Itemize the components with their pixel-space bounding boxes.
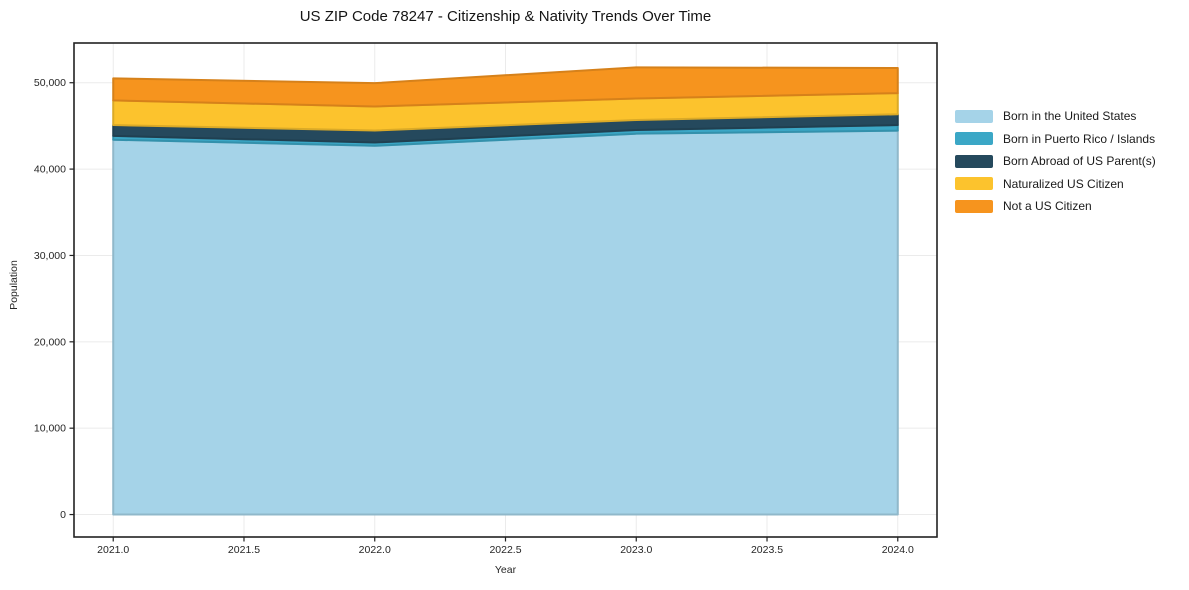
y-tick-label: 50,000 xyxy=(34,77,66,89)
legend-item: Born in Puerto Rico / Islands xyxy=(955,128,1156,151)
y-tick-label: 10,000 xyxy=(34,423,66,435)
legend-item: Naturalized US Citizen xyxy=(955,173,1156,196)
x-tick-label: 2021.5 xyxy=(228,544,260,556)
legend-label: Born Abroad of US Parent(s) xyxy=(1003,154,1156,169)
legend-swatch xyxy=(955,154,993,168)
legend-label: Naturalized US Citizen xyxy=(1003,176,1124,191)
legend: Born in the United States Born in Puerto … xyxy=(955,105,1156,218)
legend-swatch xyxy=(955,109,993,123)
y-tick-label: 30,000 xyxy=(34,250,66,262)
y-tick-label: 40,000 xyxy=(34,164,66,176)
legend-swatch xyxy=(955,177,993,191)
legend-label: Born in Puerto Rico / Islands xyxy=(1003,131,1156,146)
x-tick-label: 2022.0 xyxy=(359,544,391,556)
x-tick-label: 2022.5 xyxy=(489,544,521,556)
x-tick-label: 2023.0 xyxy=(620,544,652,556)
y-tick-label: 20,000 xyxy=(34,336,66,348)
legend-label: Born in the United States xyxy=(1003,109,1137,124)
area-band xyxy=(112,66,899,108)
y-tick-label: 0 xyxy=(60,509,66,521)
legend-label: Not a US Citizen xyxy=(1003,199,1092,214)
legend-item: Born Abroad of US Parent(s) xyxy=(955,150,1156,173)
x-tick-label: 2021.0 xyxy=(97,544,129,556)
x-tick-label: 2024.0 xyxy=(882,544,914,556)
legend-item: Born in the United States xyxy=(955,105,1156,128)
chart-title: US ZIP Code 78247 - Citizenship & Nativi… xyxy=(299,8,712,25)
x-axis-label: Year xyxy=(494,564,517,576)
legend-swatch xyxy=(955,132,993,146)
legend-item: Not a US Citizen xyxy=(955,195,1156,218)
legend-swatch xyxy=(955,199,993,213)
x-tick-label: 2023.5 xyxy=(751,544,783,556)
area-band xyxy=(112,129,899,516)
